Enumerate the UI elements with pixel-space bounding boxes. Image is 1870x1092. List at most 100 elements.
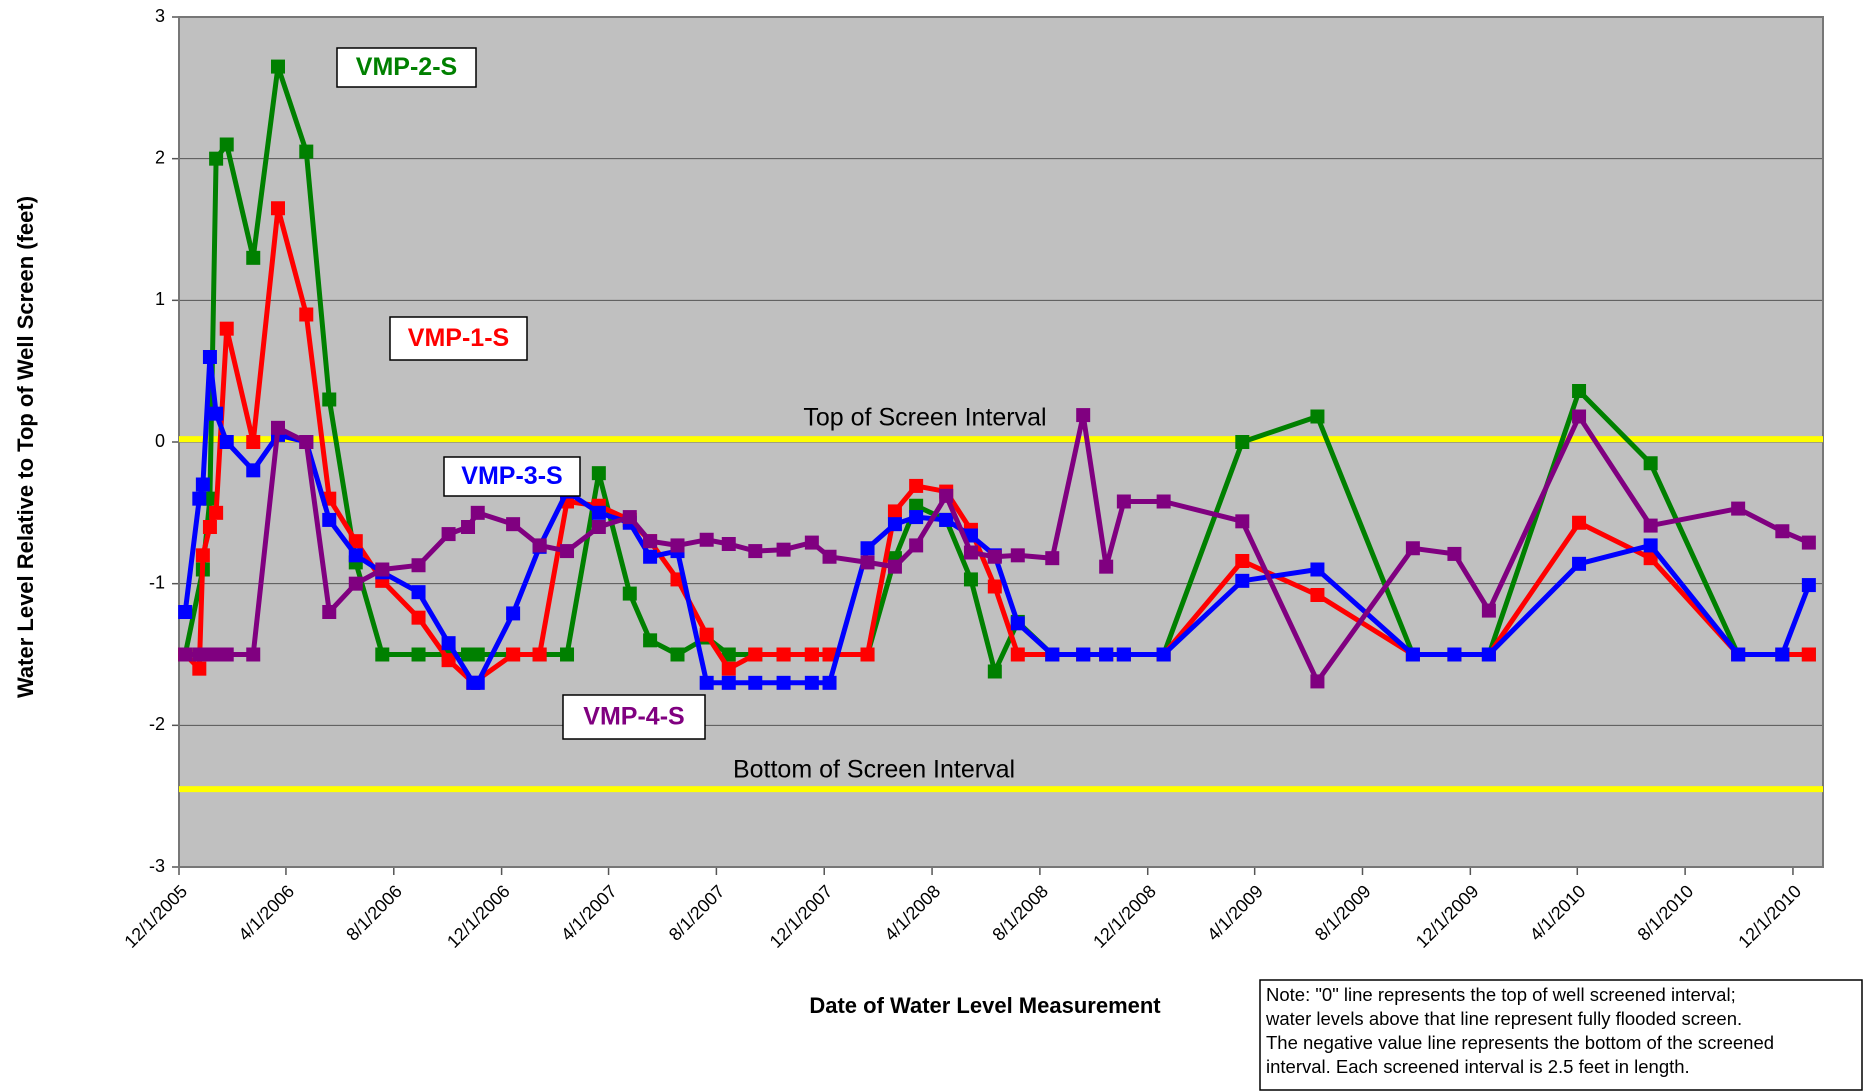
series-marker — [246, 463, 261, 478]
series-marker — [1310, 562, 1325, 577]
series-marker — [348, 534, 363, 549]
series-marker — [887, 517, 902, 532]
series-marker — [1116, 647, 1131, 662]
series-label-box — [336, 47, 477, 88]
series-marker — [202, 520, 217, 534]
series-marker — [1405, 647, 1420, 662]
series-marker — [506, 517, 521, 532]
series-marker — [219, 137, 234, 152]
series-marker — [939, 488, 954, 503]
series-marker — [195, 548, 210, 563]
series-marker — [748, 647, 763, 662]
series-marker — [299, 435, 314, 449]
series-marker — [721, 647, 736, 662]
x-tick-label: 12/1/2010 — [1734, 881, 1805, 952]
series-marker — [721, 661, 736, 676]
series-marker — [246, 647, 261, 662]
reference-label: Top of Screen Interval — [803, 404, 1046, 432]
series-marker — [1045, 647, 1060, 662]
series-marker — [860, 647, 875, 662]
note-box — [1259, 979, 1863, 1091]
series-marker — [822, 549, 837, 564]
series-marker — [375, 647, 390, 662]
x-tick-label: 4/1/2006 — [234, 881, 298, 945]
series-marker — [822, 647, 837, 662]
x-tick-label: 8/1/2007 — [665, 881, 729, 945]
series-marker — [470, 647, 485, 662]
x-tick-label: 12/1/2006 — [443, 881, 514, 952]
x-tick-label: 8/1/2006 — [342, 881, 406, 945]
series-marker — [1010, 647, 1025, 662]
series-marker — [860, 541, 875, 556]
series-marker — [622, 586, 637, 601]
series-marker — [699, 627, 714, 642]
note-line: interval. Each screened interval is 2.5 … — [1266, 1056, 1690, 1077]
series-marker — [1235, 435, 1250, 449]
note-line: water levels above that line represent f… — [1265, 1008, 1742, 1029]
series-marker — [887, 559, 902, 574]
series-marker — [202, 350, 217, 364]
series-marker — [1045, 551, 1060, 566]
series-marker — [411, 647, 426, 662]
series-marker — [776, 675, 791, 690]
series-marker — [699, 532, 714, 547]
series-marker — [270, 420, 285, 435]
x-tick-label: 12/1/2005 — [120, 881, 191, 952]
series-marker — [622, 510, 637, 525]
series-marker — [1801, 647, 1816, 662]
series-marker — [1572, 409, 1587, 424]
series-marker — [909, 498, 924, 513]
series-marker — [1156, 494, 1171, 509]
series-marker — [1731, 501, 1746, 516]
series-marker — [1116, 494, 1131, 509]
series-marker — [1643, 538, 1658, 553]
series-marker — [506, 606, 521, 621]
x-tick-label: 4/1/2008 — [881, 881, 945, 945]
series-marker — [822, 675, 837, 690]
reference-label: Bottom of Screen Interval — [733, 756, 1015, 784]
series-marker — [299, 144, 314, 159]
y-tick-label: 0 — [155, 431, 165, 451]
series-marker — [1775, 524, 1790, 539]
series-marker — [1076, 647, 1091, 662]
series-marker — [1481, 603, 1496, 618]
series-marker — [441, 636, 456, 651]
series-marker — [748, 544, 763, 559]
series-marker — [1447, 647, 1462, 662]
series-marker — [348, 576, 363, 591]
series-marker — [643, 534, 658, 549]
series-marker — [643, 549, 658, 564]
series-marker — [506, 647, 521, 662]
series-marker — [1099, 559, 1114, 574]
series-marker — [804, 535, 819, 550]
series-label: VMP-2-S — [356, 53, 457, 81]
series-marker — [1643, 518, 1658, 533]
series-marker — [721, 675, 736, 690]
series-marker — [963, 572, 978, 587]
series-marker — [299, 307, 314, 322]
series-marker — [246, 435, 261, 449]
series-marker — [1801, 535, 1816, 550]
series-marker — [322, 512, 337, 527]
series-marker — [987, 579, 1002, 594]
series-marker — [1481, 647, 1496, 662]
series-marker — [909, 478, 924, 493]
series-marker — [1099, 647, 1114, 662]
series-marker — [560, 647, 575, 662]
series-marker — [860, 555, 875, 570]
series-marker — [209, 505, 224, 520]
series-marker — [178, 605, 193, 619]
series-marker — [887, 504, 902, 519]
series-marker — [591, 466, 606, 481]
x-tick-label: 8/1/2008 — [988, 881, 1052, 945]
series-marker — [721, 537, 736, 551]
x-tick-label: 8/1/2009 — [1311, 881, 1375, 945]
series-marker — [1310, 409, 1325, 424]
series-marker — [591, 505, 606, 520]
series-marker — [1076, 408, 1091, 423]
series-marker — [1572, 384, 1587, 398]
series-marker — [192, 491, 207, 506]
y-axis-title: Water Level Relative to Top of Well Scre… — [13, 196, 38, 698]
series-marker — [939, 512, 954, 527]
